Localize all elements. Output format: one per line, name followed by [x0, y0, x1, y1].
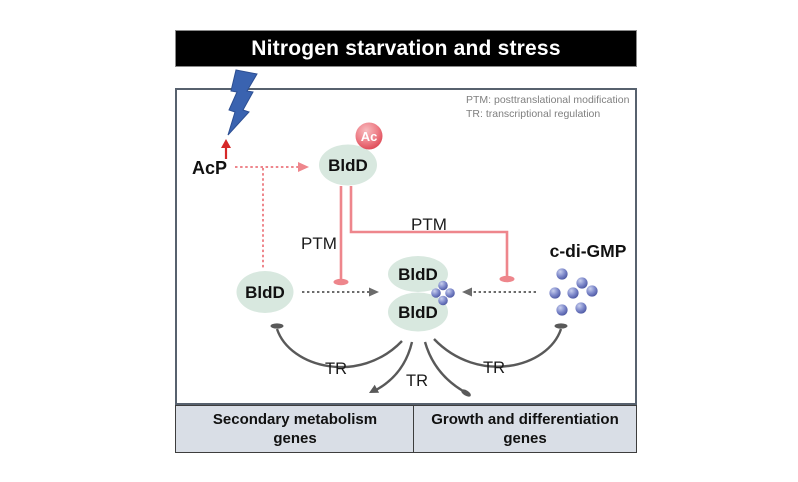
legend: PTM: posttranslational modification TR: …: [466, 94, 636, 121]
legend-tr: TR: transcriptional regulation: [466, 107, 601, 120]
gene-box-secondary-line1: Secondary metabolism: [212, 411, 378, 428]
gene-box-growth-line2: genes: [503, 430, 547, 447]
figure-title: Nitrogen starvation and stress: [251, 36, 561, 60]
gene-box-secondary-line2: genes: [273, 430, 317, 447]
legend-ptm: PTM: posttranslational modification: [466, 94, 630, 106]
title-bar: Nitrogen starvation and stress: [175, 30, 637, 67]
gene-box-secondary-metabolism: Secondary metabolism genes: [175, 405, 415, 453]
diagram-box: [175, 88, 637, 405]
gene-box-growth-differentiation: Growth and differentiation genes: [413, 405, 637, 453]
gene-box-growth-line1: Growth and differentiation: [431, 411, 619, 428]
